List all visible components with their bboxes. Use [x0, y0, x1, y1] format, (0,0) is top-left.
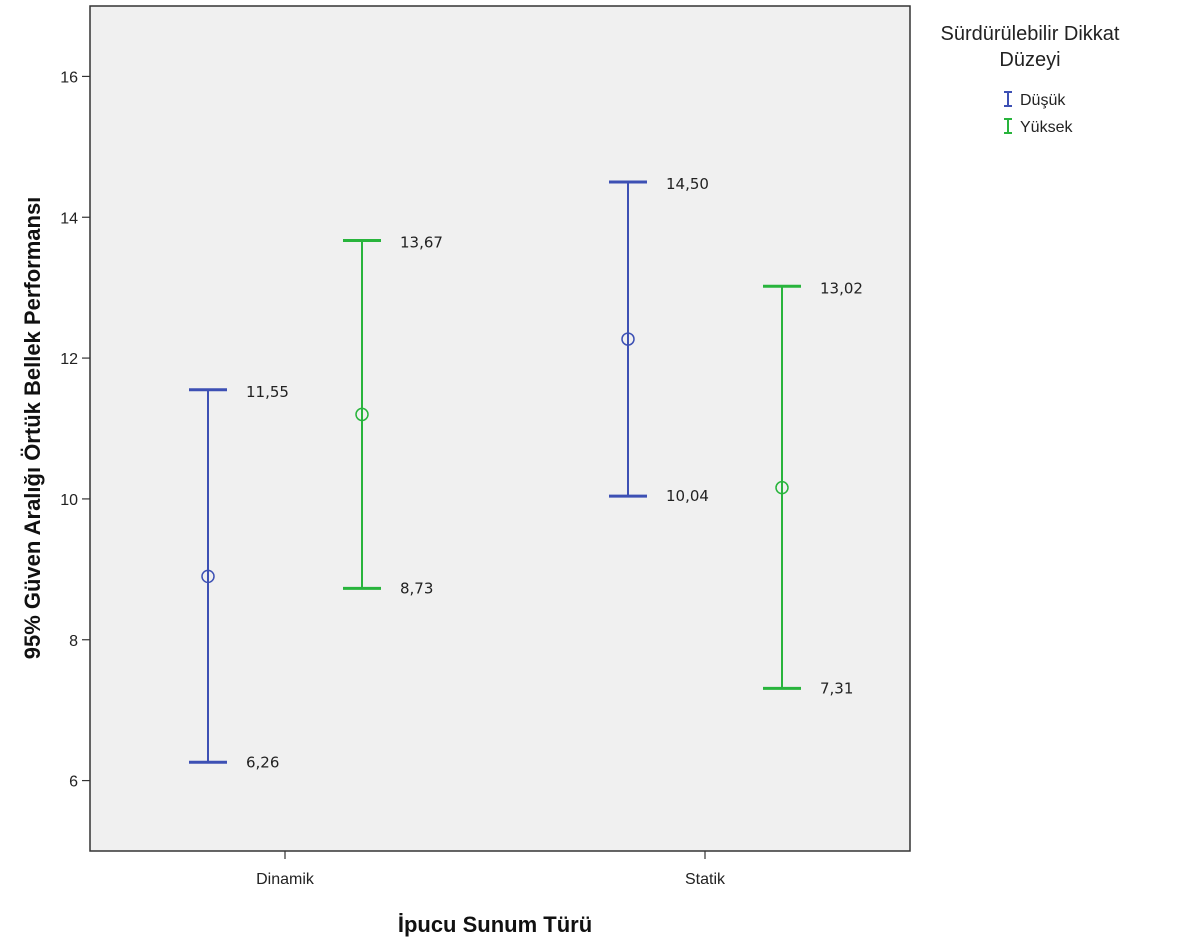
y-axis: 6 8 10 12 14 16: [60, 69, 90, 791]
legend-items: Düşük Yüksek: [1004, 91, 1073, 136]
y-tick-label: 8: [69, 633, 78, 650]
error-bars: 11,55 6,26 14,50 10,04 13,67 8,73 13,02 7,31: [189, 175, 863, 771]
upper-bound-label: 14,50: [666, 175, 709, 193]
error-bar: 11,55 6,26: [189, 383, 289, 771]
lower-bound-label: 8,73: [400, 579, 433, 597]
plot-area: [89, 5, 911, 852]
error-bar: 14,50 10,04: [609, 175, 709, 505]
y-tick-label: 6: [69, 774, 78, 791]
y-axis-title: 95% Güven Aralığı Örtük Bellek Performan…: [20, 197, 45, 660]
legend-label: Düşük: [1020, 92, 1066, 109]
x-axis-title: İpucu Sunum Türü: [398, 912, 592, 937]
upper-bound-label: 13,67: [400, 233, 443, 251]
y-tick-label: 16: [60, 69, 78, 86]
x-axis: Dinamik Statik: [256, 851, 726, 888]
legend-item: Düşük: [1004, 91, 1066, 109]
mean-marker: [201, 569, 215, 584]
lower-bound-label: 7,31: [820, 679, 853, 697]
mean-marker: [621, 332, 635, 346]
y-tick-label: 14: [60, 210, 78, 227]
legend-title-line-1: Sürdürülebilir Dikkat: [941, 23, 1120, 45]
x-tick-label: Statik: [685, 871, 726, 888]
mean-marker: [775, 480, 789, 495]
legend: Sürdürülebilir Dikkat Düzeyi Düşük Yüksek: [941, 23, 1120, 136]
upper-bound-label: 13,02: [820, 279, 863, 297]
upper-bound-label: 11,55: [246, 383, 289, 401]
legend-item: Yüksek: [1004, 118, 1073, 136]
lower-bound-label: 6,26: [246, 753, 279, 771]
error-bar: 13,02 7,31: [763, 279, 863, 697]
mean-marker: [355, 407, 369, 422]
x-tick-label: Dinamik: [256, 871, 315, 888]
error-bar: 13,67 8,73: [343, 233, 443, 597]
legend-title-line-2: Düzeyi: [999, 49, 1060, 71]
legend-label: Yüksek: [1020, 119, 1073, 136]
y-tick-label: 10: [60, 492, 78, 509]
lower-bound-label: 10,04: [666, 487, 709, 505]
y-tick-label: 12: [60, 351, 78, 368]
